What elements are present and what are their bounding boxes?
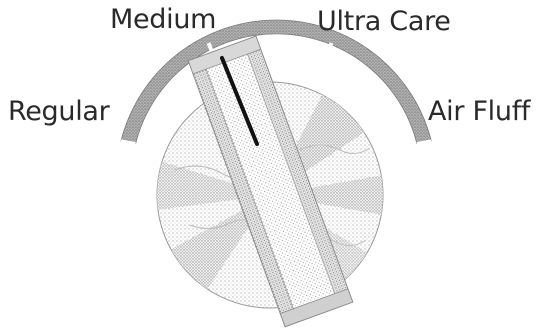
knob-handle[interactable] (187, 35, 354, 328)
setting-label-regular[interactable]: Regular (8, 96, 110, 127)
setting-label-medium[interactable]: Medium (110, 4, 217, 35)
setting-label-ultra-care[interactable]: Ultra Care (317, 6, 451, 37)
setting-band (120, 19, 432, 146)
pointer-indicator (220, 56, 259, 146)
setting-label-air-fluff[interactable]: Air Fluff (428, 96, 531, 127)
